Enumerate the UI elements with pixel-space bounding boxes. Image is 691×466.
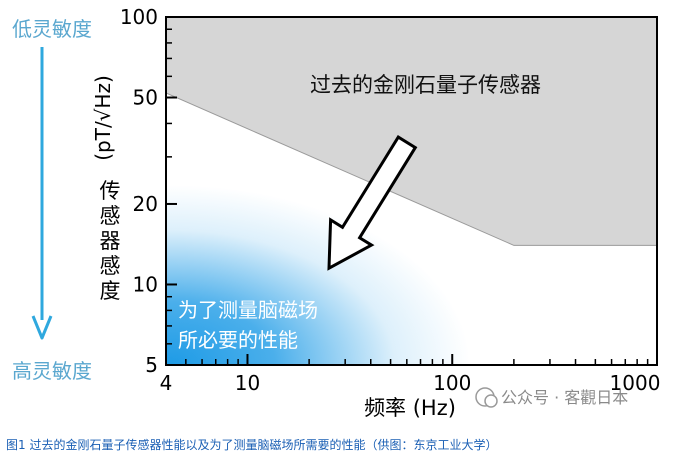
y-axis-unit: (pT/√Hz) [91, 75, 115, 161]
svg-text:感: 感 [100, 204, 121, 228]
y-tick-label: 50 [133, 86, 158, 110]
needed-label-line2: 所必要的性能 [178, 328, 298, 352]
high-sensitivity-label: 高灵敏度 [12, 359, 92, 383]
x-tick-label: 10 [235, 371, 260, 395]
watermark: 公众号 · 客觀日本 [501, 388, 628, 407]
x-tick-label: 100 [433, 371, 471, 395]
plot-frame [165, 16, 658, 366]
figure-caption: 图1 过去的金刚石量子传感器性能以及为了测量脑磁场所需要的性能（供图：东京工业大… [6, 438, 498, 452]
sensitivity-arrow-head [31, 315, 53, 340]
y-tick-label: 20 [133, 192, 158, 216]
y-tick-label: 5 [145, 353, 158, 377]
improvement-arrow [327, 135, 418, 271]
wechat-icon-bubble [484, 394, 498, 408]
svg-text:传: 传 [100, 179, 121, 203]
past-sensor-label: 过去的金刚石量子传感器 [310, 73, 541, 97]
past-sensor-region [166, 17, 657, 246]
svg-text:度: 度 [100, 279, 121, 303]
needed-label-line1: 为了测量脑磁场 [178, 298, 318, 322]
x-tick-label: 4 [160, 371, 173, 395]
svg-text:器: 器 [100, 229, 121, 253]
x-tick-label: 1000 [610, 371, 661, 395]
svg-text:感: 感 [100, 254, 121, 278]
low-sensitivity-label: 低灵敏度 [12, 17, 92, 41]
y-tick-label: 10 [133, 272, 158, 296]
x-axis-label: 频率 (Hz) [364, 396, 456, 420]
y-tick-label: 100 [120, 5, 158, 29]
